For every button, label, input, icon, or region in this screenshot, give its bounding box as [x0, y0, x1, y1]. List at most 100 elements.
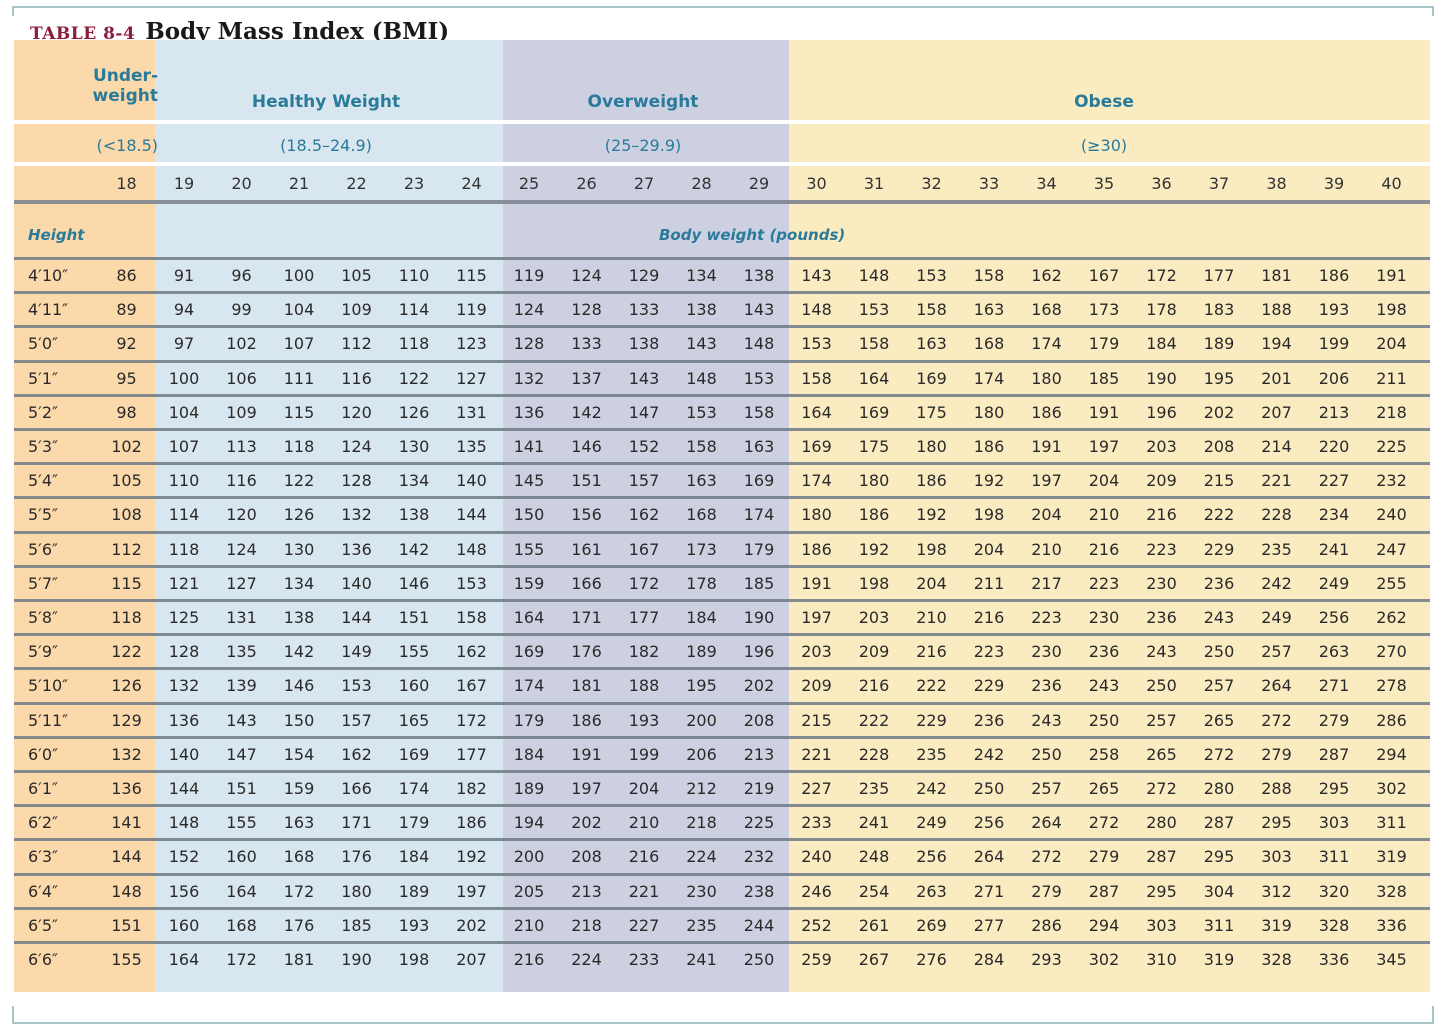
table-row: 6′1″ 136 144 151 159 166 174 182 189 197 204 212 219… [14, 772, 1430, 806]
category-overweight: Overweight [587, 92, 699, 112]
weight-cell: 131 [226, 608, 257, 627]
weight-cell: 197 [571, 779, 602, 798]
table-row: 5′9″ 122 128 135 142 149 155 162 169 176 182 189 196… [14, 635, 1430, 669]
table-row: 5′7″ 115 121 127 134 140 146 153 159 166 172 178 185… [14, 567, 1430, 601]
weight-cell: 144 [456, 505, 487, 525]
table-row: 5′3″ 102 107 113 118 124 130 135 141 146 152 158 163… [14, 430, 1430, 464]
weight-cell: 169 [916, 368, 947, 388]
weight-cell: 328 [1376, 881, 1407, 901]
weight-cell: 97 [173, 334, 195, 354]
weight-cell: 265 [1146, 744, 1177, 764]
frame-bottom-border [12, 1006, 1434, 1024]
weight-cell: 210 [513, 915, 545, 935]
category-underweight-line2: weight [92, 86, 158, 106]
bmi-column-header: 34 [1036, 174, 1057, 193]
row-divider [14, 872, 1430, 876]
row-divider [14, 735, 1430, 739]
weight-cell: 284 [973, 950, 1005, 969]
height-cell: 5′5″ [28, 505, 58, 525]
weight-cell: 218 [571, 915, 602, 935]
weight-cell: 124 [226, 539, 257, 559]
weight-cell: 236 [973, 710, 1005, 730]
weight-cell: 143 [628, 368, 660, 388]
body-weight-label: Body weight (pounds) [659, 226, 846, 244]
weight-cell: 124 [341, 437, 372, 456]
weight-cell: 236 [1031, 676, 1062, 696]
weight-cell: 186 [1318, 266, 1350, 285]
weight-cell: 199 [1318, 334, 1350, 354]
weight-cell: 222 [1203, 505, 1235, 525]
weight-cell: 164 [513, 608, 545, 627]
weight-cell: 320 [1318, 881, 1350, 901]
weight-cell: 223 [1146, 539, 1177, 559]
band-healthy-weight [155, 40, 503, 992]
weight-cell: 148 [456, 539, 487, 559]
weight-cell: 223 [1031, 608, 1062, 627]
weight-cell: 153 [801, 334, 832, 354]
height-label: Height [28, 226, 85, 244]
weight-cell: 225 [743, 813, 775, 833]
bmi-column-header: 23 [403, 174, 425, 193]
table-number: TABLE 8-4 [30, 24, 136, 44]
weight-cell: 250 [743, 950, 775, 969]
table-row: 5′4″ 105 110 116 122 128 134 140 145 151 157 163 169… [14, 464, 1430, 498]
row-divider [14, 599, 1430, 602]
weight-cell: 134 [686, 266, 717, 285]
weight-cell: 153 [858, 300, 890, 320]
weight-cell: 311 [1318, 847, 1350, 867]
weight-cell: 160 [168, 915, 200, 935]
weight-cell: 193 [628, 710, 660, 730]
weight-cell: 195 [1203, 368, 1235, 388]
row-divider [14, 291, 1430, 295]
weight-cell: 119 [513, 266, 545, 285]
weight-cell: 180 [1031, 368, 1062, 388]
weight-cell: 158 [801, 368, 832, 388]
category-underweight: Under- weight [86, 66, 158, 106]
weight-cell: 191 [1376, 266, 1407, 285]
weight-cell: 217 [1031, 573, 1062, 593]
weight-cell: 195 [686, 676, 717, 696]
table-row: 5′5″ 108 114 120 126 132 138 144 150 156 162 168 174… [14, 498, 1430, 532]
weight-cell: 138 [686, 300, 717, 320]
weight-cell: 175 [858, 437, 890, 456]
weight-cell: 269 [916, 915, 947, 935]
weight-cell: 293 [1031, 950, 1062, 969]
weight-cell: 198 [398, 950, 430, 969]
weight-cell: 155 [513, 539, 545, 559]
weight-cell: 174 [513, 676, 545, 696]
weight-cell: 131 [456, 402, 487, 422]
weight-cell: 115 [456, 266, 487, 285]
weight-cell: 286 [1376, 710, 1407, 730]
weight-cell: 246 [801, 881, 832, 901]
height-cell: 6′4″ [28, 881, 58, 901]
weight-cell: 243 [1031, 710, 1062, 730]
weight-cell: 95 [116, 368, 137, 388]
weight-cell: 153 [743, 368, 775, 388]
weight-cell: 169 [398, 744, 430, 764]
weight-cell: 148 [801, 300, 832, 320]
weight-cell: 189 [398, 881, 430, 901]
weight-cell: 94 [173, 300, 195, 320]
weight-cell: 153 [916, 266, 947, 285]
weight-cell: 159 [513, 573, 545, 593]
weight-cell: 163 [973, 300, 1005, 320]
weight-cell: 310 [1146, 950, 1177, 969]
weight-cell: 155 [398, 642, 430, 662]
weight-cell: 150 [283, 710, 315, 730]
weight-cell: 223 [973, 642, 1005, 662]
weight-cell: 272 [1031, 847, 1062, 867]
weight-cell: 241 [858, 813, 890, 833]
weight-cell: 198 [1376, 300, 1407, 320]
weight-cell: 118 [283, 437, 315, 456]
weight-cell: 222 [858, 710, 890, 730]
weight-cell: 212 [686, 779, 717, 798]
weight-cell: 214 [1261, 437, 1292, 456]
weight-cell: 250 [1031, 744, 1062, 764]
weight-cell: 261 [858, 915, 890, 935]
weight-cell: 345 [1376, 950, 1407, 969]
table-row: 5′0″ 92 97 102 107 112 118 123 128 133 138 143 148 15… [14, 327, 1430, 361]
weight-cell: 143 [686, 334, 717, 354]
height-cell: 6′6″ [28, 950, 58, 969]
row-divider [14, 701, 1430, 705]
weight-cell: 141 [513, 437, 545, 456]
